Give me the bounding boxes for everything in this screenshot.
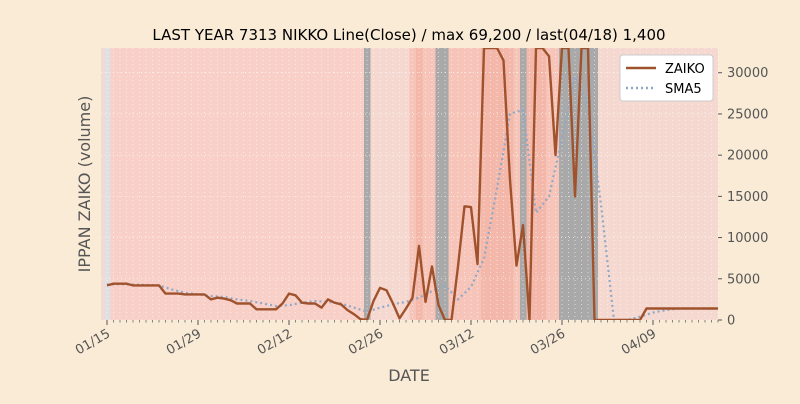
x-tick-label: 04/09 — [619, 326, 659, 358]
y-tick-label: 30000 — [727, 66, 768, 81]
legend-label-sma5: SMA5 — [665, 82, 702, 97]
y-axis-label: IPPAN ZAIKO (volume) — [75, 96, 94, 273]
legend-box — [619, 54, 714, 102]
legend: ZAIKO SMA5 — [619, 54, 714, 102]
series-line-zaiko — [106, 48, 718, 320]
date-band — [370, 48, 410, 320]
x-tick-label: 02/26 — [346, 326, 386, 358]
y-tick-label: 20000 — [727, 149, 768, 164]
chart-title: LAST YEAR 7313 NIKKO Line(Close) / max 6… — [152, 26, 665, 44]
x-tick-label: 03/26 — [528, 326, 568, 358]
date-band — [435, 48, 449, 320]
y-tick-label: 25000 — [727, 107, 768, 122]
date-band — [546, 48, 559, 320]
y-tick-label: 10000 — [727, 231, 768, 246]
x-axis-label: DATE — [388, 366, 430, 385]
x-tick-label: 01/29 — [164, 326, 204, 358]
y-tick-label: 5000 — [727, 272, 760, 287]
y-tick-label: 0 — [727, 314, 735, 329]
x-tick-label: 02/12 — [255, 326, 295, 358]
legend-label-zaiko: ZAIKO — [665, 62, 705, 77]
y-tick-label: 15000 — [727, 190, 768, 205]
x-tick-label: 01/15 — [73, 326, 113, 358]
x-tick-label: 03/12 — [437, 326, 477, 358]
